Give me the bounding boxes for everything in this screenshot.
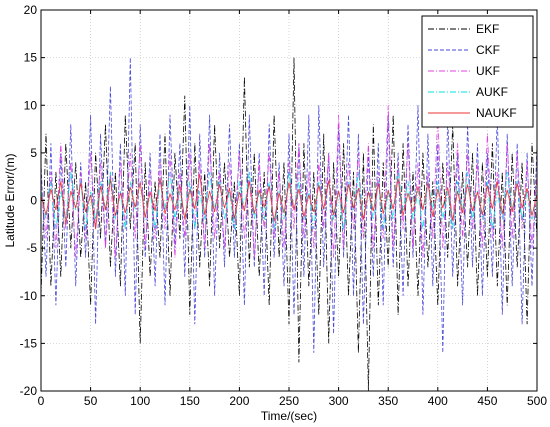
x-tick-label: 400 bbox=[428, 394, 448, 408]
series-line-ekf bbox=[40, 57, 538, 392]
x-tick-label: 500 bbox=[527, 394, 547, 408]
y-axis-title: Latitude Error/(m) bbox=[3, 153, 17, 247]
x-tick-label: 250 bbox=[279, 394, 299, 408]
x-tick-label: 350 bbox=[378, 394, 398, 408]
x-tick-label: 450 bbox=[477, 394, 497, 408]
y-tick-label: -10 bbox=[20, 289, 38, 303]
y-tick-label: 15 bbox=[24, 51, 38, 65]
legend-label-aukf: AUKF bbox=[476, 85, 508, 99]
x-tick-label: 0 bbox=[38, 394, 45, 408]
y-tick-label: -5 bbox=[26, 241, 37, 255]
y-tick-label: 5 bbox=[30, 146, 37, 160]
y-tick-label: 0 bbox=[30, 194, 37, 208]
legend: EKF CKF UKF AUKF NAUKF bbox=[421, 15, 534, 128]
x-tick-label: 150 bbox=[180, 394, 200, 408]
series-line-aukf bbox=[40, 171, 538, 230]
x-tick-label: 50 bbox=[84, 394, 98, 408]
y-tick-label: -15 bbox=[20, 336, 38, 350]
series-lines bbox=[40, 57, 538, 392]
x-tick-label: 300 bbox=[329, 394, 349, 408]
legend-label-ukf: UKF bbox=[476, 64, 500, 78]
series-line-ckf bbox=[40, 57, 538, 353]
x-tick-label: 100 bbox=[130, 394, 150, 408]
y-tick-label: -20 bbox=[20, 384, 38, 398]
x-axis-title: Time/(sec) bbox=[261, 409, 317, 423]
y-tick-label: 10 bbox=[24, 98, 38, 112]
legend-label-ekf: EKF bbox=[476, 22, 499, 36]
legend-label-ckf: CKF bbox=[476, 43, 500, 57]
axis-ticks: 0 50 100 150 200 250 300 350 400 450 500-20-15-10-… bbox=[20, 3, 548, 408]
x-tick-label: 200 bbox=[229, 394, 249, 408]
legend-label-naukf: NAUKF bbox=[476, 106, 517, 120]
y-tick-label: 20 bbox=[24, 3, 38, 17]
series-line-naukf bbox=[40, 173, 538, 230]
